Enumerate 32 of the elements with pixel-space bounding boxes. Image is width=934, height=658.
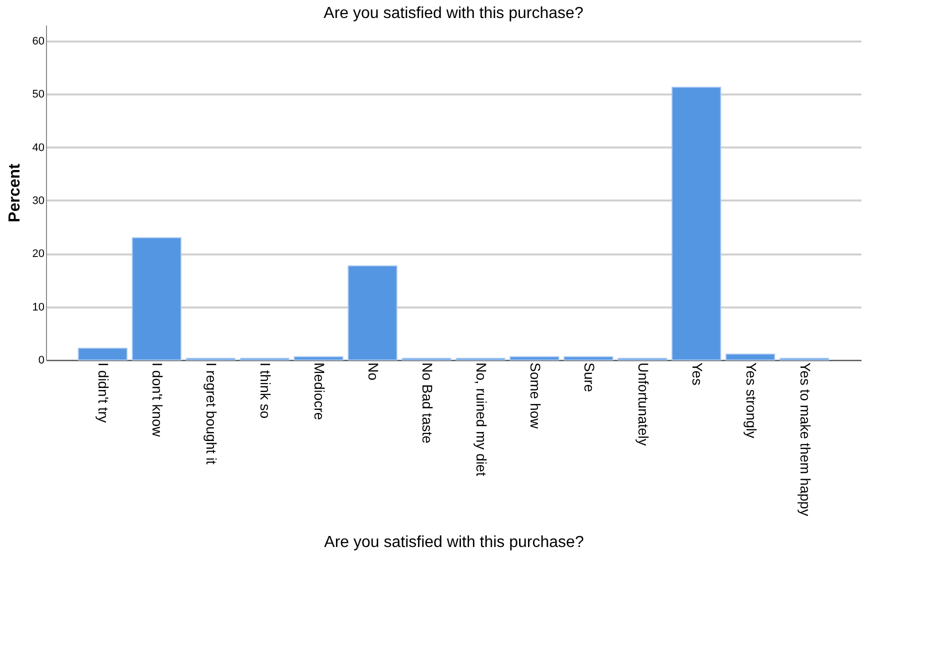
x-tick-label: Sure: [581, 362, 598, 392]
x-tick-label: I regret bought it: [204, 362, 220, 465]
x-tick-label: I think so: [258, 362, 274, 419]
y-tick-label: 20: [32, 248, 44, 260]
y-tick-label: 50: [32, 88, 44, 101]
x-tick-label: I didn't try: [96, 362, 112, 423]
bar: [564, 356, 614, 360]
bar: [726, 354, 776, 360]
x-axis-title: Are you satisfied with this purchase?: [324, 534, 584, 552]
x-tick-label: Yes strongly: [743, 362, 760, 438]
y-tick-label: 30: [32, 194, 44, 207]
y-axis-title: Percent: [6, 162, 24, 222]
bar: [78, 348, 128, 360]
x-tick-label: No: [366, 362, 382, 381]
x-tick-label: Some how: [527, 362, 544, 430]
x-tick-label: No, ruined my diet: [473, 362, 490, 476]
x-tick-label: I don't know: [150, 362, 166, 438]
chart-title: Are you satisfied with this purchase?: [324, 5, 584, 22]
y-tick-label: 60: [32, 35, 44, 48]
x-tick-label: No Bad taste: [420, 362, 436, 444]
x-tick-label: Yes to make them happy: [797, 362, 814, 516]
x-tick-label: Yes: [689, 362, 706, 386]
y-tick-label: 0: [38, 354, 44, 366]
y-tick-label: 40: [32, 142, 44, 154]
y-tick-label: 10: [32, 301, 44, 314]
bar: [132, 237, 182, 360]
bar: [348, 265, 398, 360]
x-tick-label: Unfortunately: [635, 362, 652, 446]
bar: [672, 86, 722, 360]
bar: [510, 356, 560, 360]
x-tick-label: Mediocre: [312, 362, 328, 420]
bar: [294, 356, 344, 360]
